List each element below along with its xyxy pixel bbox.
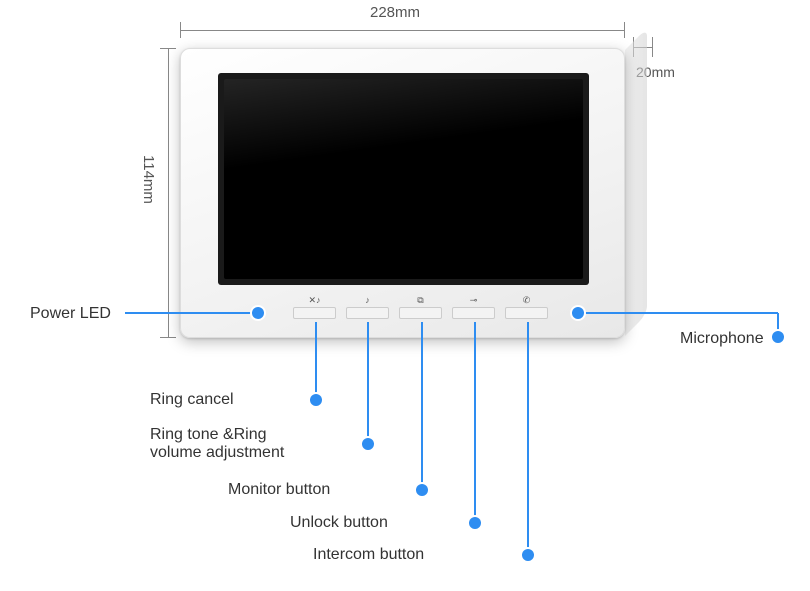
dot-ring-tone <box>362 438 374 450</box>
dim-height-tick-b <box>160 337 176 338</box>
monitor-button[interactable]: ⧉ <box>399 307 442 319</box>
label-unlock: Unlock button <box>290 514 388 532</box>
dot-power-led <box>252 307 264 319</box>
label-microphone: Microphone <box>680 330 764 348</box>
dot-ring-cancel <box>310 394 322 406</box>
dim-width-tick-l <box>180 22 181 38</box>
unlock-icon: ⊸ <box>453 295 494 306</box>
dim-width-line <box>180 30 625 31</box>
intercom-button[interactable]: ✆ <box>505 307 548 319</box>
label-power-led: Power LED <box>30 305 111 323</box>
dot-microphone-end <box>772 331 784 343</box>
intercom-icon: ✆ <box>506 295 547 306</box>
depth-wedge <box>625 28 647 336</box>
dot-intercom <box>522 549 534 561</box>
label-monitor: Monitor button <box>228 481 330 499</box>
dim-width-label: 228mm <box>370 4 420 21</box>
label-ring-tone-line2: volume adjustment <box>150 444 284 461</box>
screen-glare <box>224 79 583 178</box>
button-row: ✕♪ ♪ ⧉ ⊸ ✆ <box>293 307 548 319</box>
unlock-button[interactable]: ⊸ <box>452 307 495 319</box>
dim-height-label: 114mm <box>140 155 157 204</box>
label-ring-tone: Ring tone &Ring volume adjustment <box>150 426 284 462</box>
device-screen <box>224 79 583 279</box>
ring-tone-icon: ♪ <box>347 295 388 305</box>
dot-microphone <box>572 307 584 319</box>
dot-unlock <box>469 517 481 529</box>
dim-width-tick-r <box>624 22 625 38</box>
label-ring-tone-line1: Ring tone &Ring <box>150 426 267 443</box>
dot-monitor <box>416 484 428 496</box>
label-ring-cancel: Ring cancel <box>150 391 234 409</box>
dim-height-tick-t <box>160 48 176 49</box>
label-intercom: Intercom button <box>313 546 424 564</box>
ring-tone-button[interactable]: ♪ <box>346 307 389 319</box>
dim-height-line <box>168 48 169 338</box>
ring-cancel-button[interactable]: ✕♪ <box>293 307 336 319</box>
device-body: ✕♪ ♪ ⧉ ⊸ ✆ <box>180 48 625 338</box>
device-screen-bezel <box>218 73 589 285</box>
monitor-icon: ⧉ <box>400 295 441 306</box>
ring-cancel-icon: ✕♪ <box>294 295 335 306</box>
